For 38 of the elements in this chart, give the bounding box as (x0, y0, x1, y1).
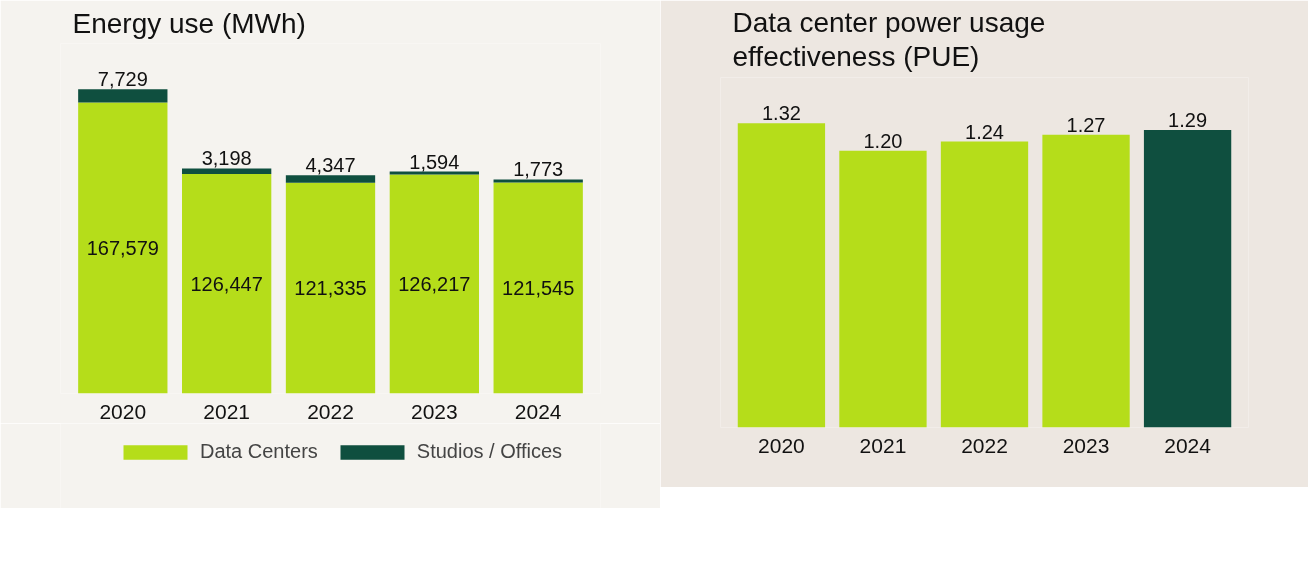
bar (285, 182, 376, 394)
x-tick-label: 2023 (1062, 433, 1110, 457)
bar (182, 168, 272, 174)
bar (285, 175, 376, 183)
x-tick-label: 2020 (758, 433, 805, 457)
x-tick-label: 2023 (410, 399, 458, 423)
chart-title: Data center power usage effectiveness (PUE) (732, 7, 1046, 73)
data-label: 7,729 (97, 68, 148, 91)
chart-title: Energy use (MWh) (72, 7, 306, 39)
data-label: 121,335 (294, 277, 367, 300)
data-label: 1.32 (761, 102, 801, 125)
x-tick-label: 2022 (307, 399, 354, 423)
x-tick-label: 2024 (514, 399, 562, 423)
data-label: 4,347 (305, 154, 356, 177)
legend-label: Studios / Offices (416, 440, 563, 463)
data-label: 1.27 (1066, 113, 1106, 136)
bar (493, 179, 583, 183)
bar (493, 182, 583, 394)
data-label: 3,198 (201, 147, 252, 170)
legend-label: Data Centers (200, 440, 318, 463)
data-label: 126,447 (190, 272, 263, 295)
data-label: 126,217 (398, 272, 471, 295)
data-label: 1.24 (965, 120, 1004, 143)
x-tick-label: 2021 (203, 399, 251, 423)
bar (78, 89, 168, 103)
x-tick-label: 2024 (1164, 433, 1212, 457)
data-label: 1.20 (863, 129, 903, 152)
x-tick-label: 2020 (99, 399, 147, 423)
data-label: 1,594 (409, 150, 460, 173)
bar (78, 102, 168, 394)
bar (389, 174, 479, 394)
data-label: 167,579 (86, 237, 159, 260)
data-label: 1,773 (513, 158, 564, 181)
data-label: 1.29 (1168, 109, 1208, 132)
x-tick-label: 2022 (961, 433, 1008, 457)
data-label: 121,545 (502, 276, 575, 299)
bar (182, 173, 272, 394)
x-tick-label: 2021 (859, 433, 907, 457)
